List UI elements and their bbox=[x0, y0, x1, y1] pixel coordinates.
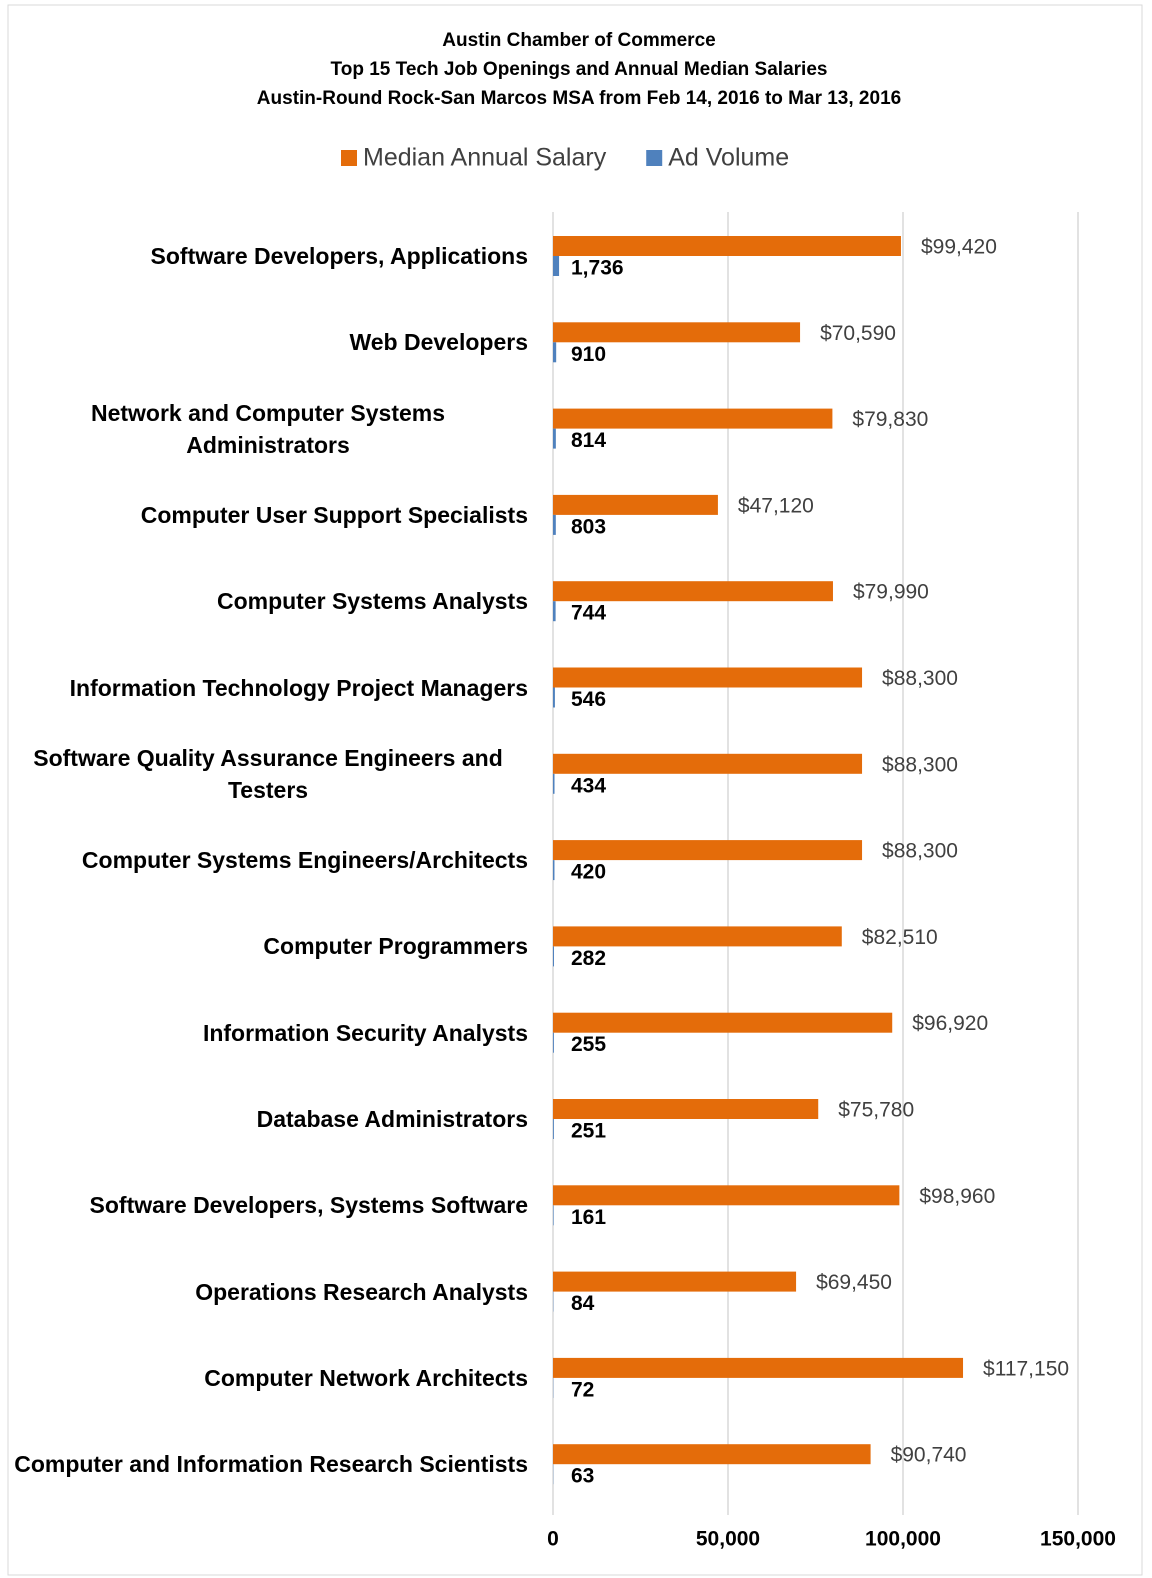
chart-frame bbox=[7, 4, 1143, 1576]
value-label: $90,740 bbox=[891, 1444, 967, 1467]
value-label: 420 bbox=[571, 861, 606, 884]
legend-swatch bbox=[341, 150, 357, 166]
bar bbox=[553, 1205, 554, 1226]
value-label: 255 bbox=[571, 1033, 606, 1056]
bar bbox=[553, 256, 560, 276]
bar bbox=[553, 840, 863, 861]
category-label: Software Developers, Systems Software bbox=[89, 1192, 528, 1219]
category-label: Information Technology Project Managers bbox=[69, 674, 528, 701]
bar bbox=[553, 687, 555, 708]
bar bbox=[553, 322, 801, 343]
bar bbox=[553, 1099, 819, 1119]
category-label: Computer Network Architects bbox=[204, 1364, 528, 1391]
value-label: $47,120 bbox=[738, 494, 814, 517]
category-label: Software Quality Assurance Engineers and… bbox=[33, 744, 503, 803]
value-label: $79,990 bbox=[853, 581, 929, 604]
bar bbox=[553, 1444, 871, 1465]
value-label: 1,736 bbox=[571, 257, 624, 280]
value-label: 63 bbox=[571, 1465, 594, 1488]
chart-title: Austin-Round Rock-San Marcos MSA from Fe… bbox=[257, 88, 901, 109]
value-label: 814 bbox=[571, 429, 606, 452]
bar bbox=[553, 946, 554, 967]
value-label: $88,300 bbox=[882, 667, 958, 690]
value-label: $98,960 bbox=[919, 1185, 995, 1208]
legend-label: Median Annual Salary bbox=[363, 144, 607, 172]
bar bbox=[553, 773, 555, 794]
value-label: 282 bbox=[571, 947, 606, 970]
bar bbox=[553, 1185, 900, 1206]
value-label: 161 bbox=[571, 1206, 606, 1229]
bar bbox=[553, 514, 556, 535]
category-label: Information Security Analysts bbox=[202, 1019, 528, 1046]
category-label: Software Developers, Applications bbox=[150, 243, 528, 269]
bar bbox=[553, 1357, 964, 1378]
bar bbox=[553, 860, 555, 881]
value-label: 910 bbox=[571, 343, 606, 366]
category-label: Computer Systems Engineers/Architects bbox=[81, 847, 528, 874]
value-label: $69,450 bbox=[816, 1271, 892, 1294]
category-label: Computer Programmers bbox=[263, 933, 528, 960]
category-label: Computer and Information Research Scient… bbox=[14, 1451, 528, 1478]
x-tick-label: 50,000 bbox=[696, 1528, 760, 1551]
x-tick-label: 0 bbox=[547, 1528, 559, 1551]
category-label: Web Developers bbox=[349, 329, 528, 356]
bar bbox=[553, 494, 718, 515]
category-label: Network and Computer Systems Administrat… bbox=[90, 399, 446, 458]
bar bbox=[553, 1032, 554, 1053]
bar bbox=[553, 408, 833, 429]
value-label: $96,920 bbox=[912, 1012, 988, 1035]
value-label: $82,510 bbox=[862, 926, 938, 949]
bar bbox=[553, 1012, 893, 1033]
value-label: $79,830 bbox=[852, 408, 928, 431]
category-label: Operations Research Analysts bbox=[195, 1278, 528, 1305]
bar bbox=[553, 236, 901, 256]
bar bbox=[553, 601, 556, 622]
category-label: Database Administrators bbox=[256, 1106, 528, 1132]
bar bbox=[553, 1119, 554, 1139]
legend-label: Ad Volume bbox=[668, 144, 789, 172]
bar bbox=[553, 667, 863, 688]
value-label: 434 bbox=[571, 774, 606, 797]
chart-title: Austin Chamber of Commerce bbox=[442, 30, 715, 51]
legend-swatch bbox=[646, 150, 663, 166]
value-label: 72 bbox=[571, 1378, 594, 1401]
value-label: 744 bbox=[571, 602, 606, 625]
value-label: $99,420 bbox=[921, 236, 997, 259]
value-label: $117,150 bbox=[983, 1357, 1069, 1380]
value-label: $70,590 bbox=[820, 322, 896, 345]
value-label: 251 bbox=[571, 1120, 606, 1143]
bar bbox=[553, 926, 842, 947]
value-label: 803 bbox=[571, 515, 606, 538]
chart-title: Top 15 Tech Job Openings and Annual Medi… bbox=[331, 59, 828, 80]
x-tick-label: 100,000 bbox=[865, 1528, 941, 1551]
x-tick-label: 150,000 bbox=[1040, 1528, 1116, 1551]
value-label: $88,300 bbox=[882, 840, 958, 863]
value-label: $88,300 bbox=[882, 753, 958, 776]
value-label: 546 bbox=[571, 688, 606, 711]
category-label: Computer Systems Analysts bbox=[216, 588, 528, 615]
bar bbox=[553, 753, 863, 774]
bar bbox=[553, 342, 557, 363]
bar bbox=[553, 1271, 797, 1292]
value-label: 84 bbox=[571, 1292, 595, 1315]
category-label: Computer User Support Specialists bbox=[140, 501, 528, 528]
bar bbox=[553, 581, 833, 602]
value-label: $75,780 bbox=[838, 1099, 914, 1122]
bar bbox=[553, 428, 556, 449]
